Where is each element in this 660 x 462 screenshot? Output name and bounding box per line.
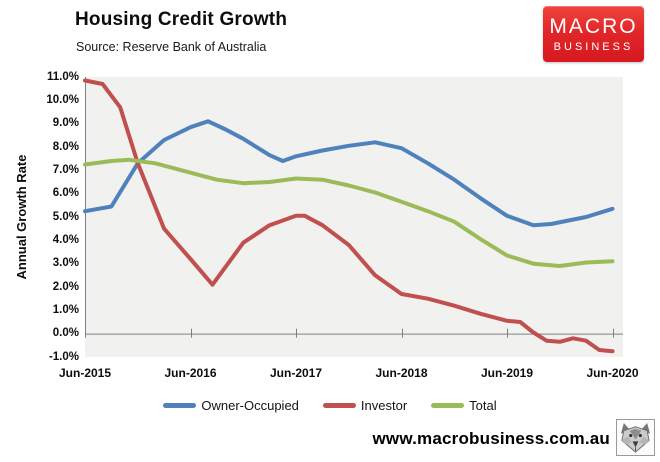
legend-item-owner-occupied: Owner-Occupied — [163, 398, 299, 413]
legend-line-swatch — [431, 403, 465, 408]
wolf-icon-drawing — [620, 422, 651, 453]
logo-text-macro: MACRO — [549, 14, 638, 38]
legend-item-investor: Investor — [322, 398, 408, 413]
wolf-icon — [616, 419, 655, 456]
x-tick-label: Jun-2018 — [375, 366, 428, 380]
y-tick-label: 9.0% — [52, 117, 79, 130]
series-line-total — [83, 157, 615, 268]
y-tick-label: 1.0% — [52, 303, 79, 316]
legend-item-total: Total — [431, 398, 497, 413]
line-chart — [83, 77, 623, 354]
y-tick-label: 11.0% — [47, 70, 79, 83]
series-line-owner-occupied — [83, 119, 615, 228]
x-tick-label: Jun-2015 — [58, 366, 112, 380]
x-tick-label: Jun-2016 — [164, 366, 217, 380]
plot-area — [83, 77, 623, 357]
y-tick-label: 0.0% — [52, 327, 79, 340]
legend-label: Owner-Occupied — [201, 398, 299, 413]
page-title: Housing Credit Growth — [75, 9, 288, 30]
y-tick-label: 6.0% — [52, 187, 79, 200]
series-line-investor — [83, 78, 615, 354]
legend-line-swatch — [163, 403, 197, 408]
chart-source: Source: Reserve Bank of Australia — [76, 40, 267, 54]
y-tick-label: -1.0% — [48, 350, 79, 363]
macrobusiness-logo: MACRO BUSINESS — [543, 6, 644, 62]
y-tick-label: 3.0% — [52, 257, 79, 270]
x-tick-label: Jun-2019 — [480, 366, 534, 380]
legend-label: Total — [469, 398, 497, 413]
legend-label: Investor — [360, 398, 408, 413]
x-tick-label: Jun-2017 — [269, 366, 323, 380]
legend-line-swatch — [322, 403, 356, 408]
website-url: www.macrobusiness.com.au — [372, 429, 610, 448]
y-tick-label: 8.0% — [52, 140, 79, 153]
y-tick-label: 10.0% — [46, 93, 79, 106]
y-tick-label: 7.0% — [52, 163, 79, 176]
y-tick-label: 4.0% — [52, 233, 79, 246]
y-tick-label: 2.0% — [52, 280, 79, 293]
chart-legend: Owner-Occupied Investor Total — [0, 398, 660, 413]
y-tick-label: 5.0% — [52, 210, 79, 223]
x-tick-label: Jun-2020 — [586, 366, 639, 380]
logo-text-business: BUSINESS — [553, 40, 634, 53]
